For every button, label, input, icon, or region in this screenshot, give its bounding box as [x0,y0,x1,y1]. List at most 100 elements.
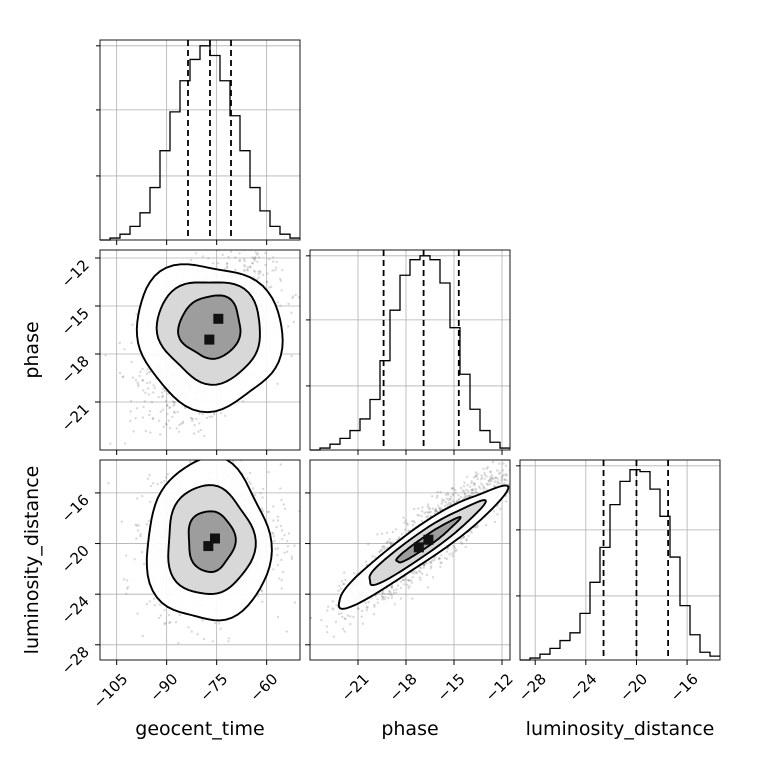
pair-phase-vs-luminosity-distance-point [496,469,499,472]
pair-geocent-time-vs-phase-frame [99,249,301,451]
pair-geocent-time-vs-phase-point [178,423,181,427]
pair-geocent-time-vs-phase-point [259,234,261,236]
pair-geocent-time-vs-luminosity-distance-point [136,612,139,615]
pair-phase-vs-luminosity-distance-point [378,550,382,553]
pair-geocent-time-vs-luminosity-distance-point [145,602,149,606]
pair-phase-vs-luminosity-distance-point [493,520,497,524]
pair-geocent-time-vs-luminosity-distance-point [283,507,287,510]
pair-geocent-time-vs-luminosity-distance-point [293,544,296,547]
pair-geocent-time-vs-luminosity-distance-point [280,529,284,532]
pair-geocent-time-vs-phase-point [227,242,229,244]
pair-phase-vs-luminosity-distance-point [436,510,439,513]
pair-phase-vs-luminosity-distance-point [490,477,493,480]
pair-geocent-time-vs-phase-point [268,286,271,289]
pair-geocent-time-vs-luminosity-distance-point [157,616,161,620]
pair-geocent-time-vs-luminosity-distance-point [135,524,139,527]
pair-geocent-time-vs-phase-point [141,416,145,419]
pair-geocent-time-vs-phase-point [243,265,247,268]
pair-phase-vs-luminosity-distance-point [474,489,477,492]
pair-geocent-time-vs-phase-point [164,422,168,425]
pair-phase-vs-luminosity-distance-point [493,485,497,488]
pair-phase-vs-luminosity-distance-point [471,489,474,492]
pair-geocent-time-vs-phase-point [243,264,246,267]
pair-geocent-time-vs-phase-point [276,382,279,385]
pair-geocent-time-vs-phase-point [96,393,98,395]
pair-geocent-time-vs-phase-point [141,379,144,382]
pair-phase-vs-luminosity-distance-point [490,474,494,477]
pair-geocent-time-vs-phase-point [118,371,122,375]
pair-geocent-time-vs-luminosity-distance-point [148,474,151,477]
pair-geocent-time-vs-luminosity-distance-point [272,519,275,522]
pair-phase-vs-luminosity-distance-point [472,476,476,479]
pair-geocent-time-vs-phase-point [144,429,147,433]
pair-geocent-time-vs-phase-point [243,259,246,263]
pair-phase-vs-luminosity-distance-point [475,491,478,494]
pair-geocent-time-vs-luminosity-distance-point [275,525,278,529]
pair-phase-vs-luminosity-distance-point [428,508,431,511]
pair-geocent-time-vs-phase-point [279,277,282,281]
pair-geocent-time-vs-luminosity-distance-point [136,529,140,532]
pair-phase-vs-luminosity-distance-point [463,493,467,496]
pair-phase-vs-luminosity-distance-point [462,535,466,538]
pair-phase-vs-luminosity-distance-point [467,494,471,497]
pair-geocent-time-vs-phase-point [229,250,233,253]
pair-geocent-time-vs-phase-point [198,412,201,415]
pair-geocent-time-vs-phase-point [141,379,145,382]
pair-geocent-time-vs-luminosity-distance-point [271,532,275,535]
pair-phase-vs-luminosity-distance-point [463,481,466,484]
pair-phase-vs-luminosity-distance-point [407,579,411,582]
pair-phase-vs-luminosity-distance-point [492,485,496,488]
pair-geocent-time-vs-luminosity-distance-point [293,601,297,604]
pair-phase-vs-luminosity-distance-point [505,473,508,476]
pair-geocent-time-vs-phase-point [275,266,278,269]
pair-geocent-time-vs-phase-point [255,253,258,256]
pair-geocent-time-vs-phase-point [144,391,147,394]
pair-geocent-time-vs-luminosity-distance-point [163,480,166,483]
pair-geocent-time-vs-luminosity-distance-point [256,445,258,447]
pair-geocent-time-vs-phase-point [216,262,220,265]
pair-phase-vs-luminosity-distance-point [385,531,389,534]
pair-phase-vs-luminosity-distance-point [517,478,519,480]
pair-phase-vs-luminosity-distance-point [466,483,469,487]
pair-phase-vs-luminosity-distance-point [408,585,411,588]
pair-phase-vs-luminosity-distance-point [376,533,379,536]
pair-geocent-time-vs-luminosity-distance-point [164,476,168,479]
pair-phase-vs-luminosity-distance-point [498,481,501,485]
pair-phase-vs-luminosity-distance-point [383,592,387,595]
pair-geocent-time-vs-luminosity-distance-point [249,482,252,485]
pair-phase-vs-luminosity-distance-point [457,497,461,500]
pair-geocent-time-vs-phase-point [292,320,295,324]
pair-geocent-time-vs-phase-point [162,425,165,428]
pair-phase-vs-luminosity-distance-point [481,484,484,487]
pair-phase-vs-luminosity-distance-point [454,491,457,494]
pair-phase-vs-luminosity-distance-point [373,605,376,608]
pair-phase-vs-luminosity-distance-point [416,513,419,517]
pair-geocent-time-vs-luminosity-distance-point [279,487,282,490]
pair-phase-vs-luminosity-distance-point [425,511,428,514]
pair-phase-vs-luminosity-distance-point [503,478,506,482]
pair-phase-vs-luminosity-distance-point [482,489,485,492]
pair-phase-vs-luminosity-distance-point [489,478,492,481]
pair-phase-vs-luminosity-distance-point [466,494,470,498]
pair-geocent-time-vs-phase-point [136,381,139,384]
pair-phase-vs-luminosity-distance-point [426,505,430,508]
pair-geocent-time-vs-phase-point [134,378,138,382]
pair-phase-vs-luminosity-distance-point [449,501,452,505]
pair-phase-vs-luminosity-distance-point [471,491,474,495]
pair-geocent-time-vs-phase-point [151,417,154,420]
pair-phase-vs-luminosity-distance-point [434,509,437,512]
pair-phase-vs-luminosity-distance-point [450,495,453,498]
pair-geocent-time-vs-phase-point [172,404,175,407]
pair-phase-vs-luminosity-distance-point [343,571,346,574]
pair-phase-vs-luminosity-distance-point [483,477,486,480]
pair-geocent-time-vs-phase-point [257,276,260,279]
pair-geocent-time-vs-phase-point [141,367,144,371]
pair-phase-vs-luminosity-distance-point [475,475,478,478]
pair-phase-vs-luminosity-distance-content [310,460,519,638]
pair-geocent-time-vs-phase-point [207,257,210,260]
pair-phase-vs-luminosity-distance-point [461,537,464,540]
pair-phase-vs-luminosity-distance-point [512,484,514,486]
pair-geocent-time-vs-luminosity-distance-point [137,524,140,527]
pair-phase-vs-luminosity-distance-point [337,589,340,592]
